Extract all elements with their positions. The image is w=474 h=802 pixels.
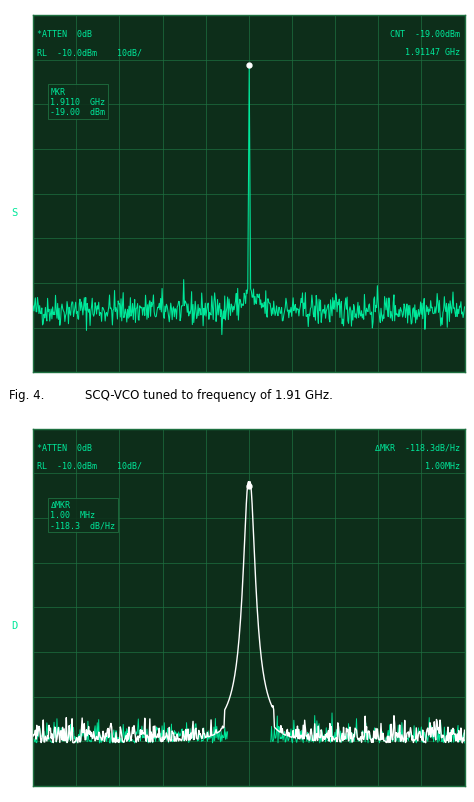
- Text: ΔMKR  -118.3dB/Hz: ΔMKR -118.3dB/Hz: [375, 444, 460, 452]
- Text: SCQ-VCO tuned to frequency of 1.91 GHz.: SCQ-VCO tuned to frequency of 1.91 GHz.: [85, 388, 333, 402]
- Text: RL  -10.0dBm    10dB/: RL -10.0dBm 10dB/: [37, 461, 143, 470]
- Text: Fig. 4.: Fig. 4.: [9, 388, 45, 402]
- Text: 1.00MHz: 1.00MHz: [425, 461, 460, 470]
- Text: S: S: [11, 208, 18, 217]
- Text: *ATTEN  0dB: *ATTEN 0dB: [37, 444, 92, 452]
- Text: D: D: [11, 621, 18, 630]
- Text: CNT  -19.00dBm: CNT -19.00dBm: [390, 30, 460, 39]
- Text: RL  -10.0dBm    10dB/: RL -10.0dBm 10dB/: [37, 48, 143, 57]
- Text: *ATTEN  0dB: *ATTEN 0dB: [37, 30, 92, 39]
- Text: ΔMKR
1.00  MHz
-118.3  dB/Hz: ΔMKR 1.00 MHz -118.3 dB/Hz: [50, 500, 116, 530]
- Text: 1.91147 GHz: 1.91147 GHz: [405, 48, 460, 57]
- Text: MKR
1.9110  GHz
-19.00  dBm: MKR 1.9110 GHz -19.00 dBm: [50, 87, 105, 117]
